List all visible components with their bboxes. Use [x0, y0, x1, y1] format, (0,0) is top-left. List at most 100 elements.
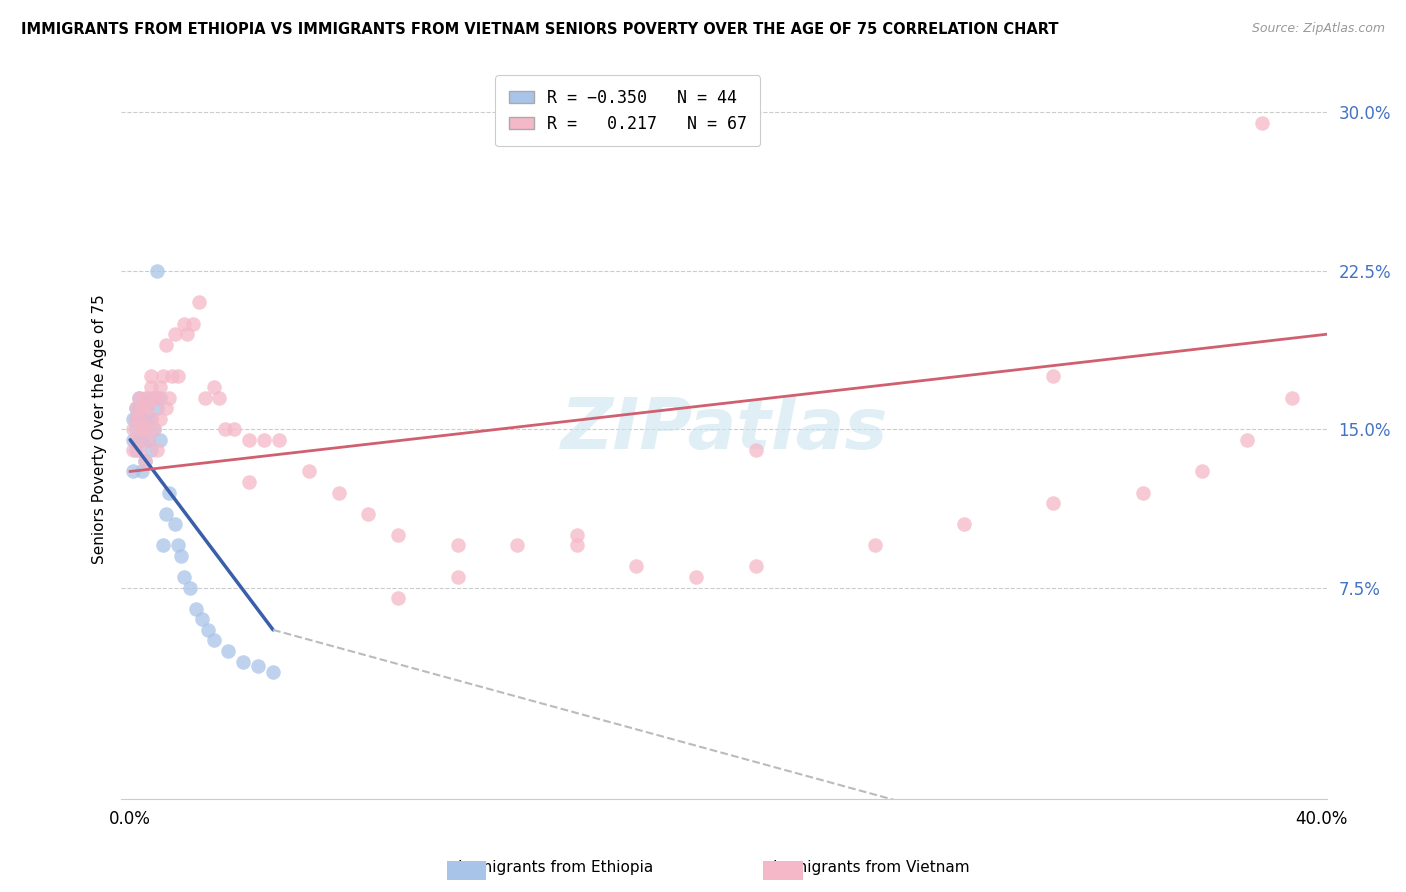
Point — [184, 601, 207, 615]
Point — [143, 391, 166, 405]
Text: Immigrants from Vietnam: Immigrants from Vietnam — [773, 861, 970, 875]
Point — [139, 380, 162, 394]
Point — [1132, 485, 1154, 500]
Point — [447, 538, 470, 552]
Point — [155, 401, 177, 416]
Point — [166, 369, 188, 384]
Point — [128, 433, 150, 447]
Point — [232, 655, 254, 669]
Point — [166, 538, 188, 552]
Point — [146, 264, 169, 278]
Point — [163, 517, 186, 532]
Point — [157, 485, 180, 500]
Point — [125, 433, 148, 447]
Point — [143, 391, 166, 405]
Point — [131, 422, 153, 436]
Point — [125, 411, 148, 425]
Point — [1042, 496, 1064, 510]
Point — [134, 454, 156, 468]
Point — [202, 633, 225, 648]
Point — [139, 411, 162, 425]
Point — [217, 644, 239, 658]
Point — [131, 433, 153, 447]
Point — [267, 433, 290, 447]
Point — [387, 528, 409, 542]
Point — [122, 422, 145, 436]
Point — [247, 658, 270, 673]
Point — [152, 369, 174, 384]
Point — [125, 443, 148, 458]
Point — [328, 485, 350, 500]
Point — [149, 433, 172, 447]
Point — [163, 327, 186, 342]
Point — [208, 391, 231, 405]
Point — [128, 411, 150, 425]
Point — [187, 295, 209, 310]
Point — [565, 538, 588, 552]
Point — [197, 623, 219, 637]
Point — [139, 369, 162, 384]
Point — [685, 570, 707, 584]
Point — [1191, 465, 1213, 479]
Point — [125, 422, 148, 436]
Point — [744, 559, 766, 574]
Point — [253, 433, 276, 447]
Point — [149, 411, 172, 425]
Point — [173, 317, 195, 331]
Point — [1042, 369, 1064, 384]
Point — [357, 507, 380, 521]
Point — [447, 570, 470, 584]
Point — [214, 422, 236, 436]
Point — [146, 391, 169, 405]
Point — [128, 443, 150, 458]
Point — [122, 465, 145, 479]
Point — [134, 422, 156, 436]
Point — [744, 443, 766, 458]
Point — [238, 433, 260, 447]
Point — [170, 549, 193, 563]
Point — [125, 401, 148, 416]
Point — [1250, 116, 1272, 130]
Point — [136, 433, 159, 447]
Point — [134, 391, 156, 405]
Point — [128, 391, 150, 405]
Point — [128, 401, 150, 416]
Point — [224, 422, 246, 436]
Point — [122, 411, 145, 425]
Point — [146, 401, 169, 416]
Text: Immigrants from Ethiopia: Immigrants from Ethiopia — [458, 861, 652, 875]
Point — [173, 570, 195, 584]
Y-axis label: Seniors Poverty Over the Age of 75: Seniors Poverty Over the Age of 75 — [93, 294, 107, 564]
Point — [298, 465, 321, 479]
Point — [131, 465, 153, 479]
Point — [125, 401, 148, 416]
Point — [152, 538, 174, 552]
Point — [122, 443, 145, 458]
Point — [122, 433, 145, 447]
Point — [136, 411, 159, 425]
Point — [136, 401, 159, 416]
Point — [238, 475, 260, 489]
Point — [626, 559, 648, 574]
Point — [134, 454, 156, 468]
Point — [136, 433, 159, 447]
Point — [160, 369, 183, 384]
Point — [131, 401, 153, 416]
Point — [190, 612, 212, 626]
Point — [128, 411, 150, 425]
Point — [134, 422, 156, 436]
Point — [176, 327, 198, 342]
Point — [139, 411, 162, 425]
Point — [1281, 391, 1303, 405]
Point — [155, 337, 177, 351]
Point — [863, 538, 886, 552]
Point — [149, 391, 172, 405]
Point — [202, 380, 225, 394]
Point — [155, 507, 177, 521]
Point — [157, 391, 180, 405]
Point — [179, 581, 201, 595]
Legend: R = −0.350   N = 44, R =   0.217   N = 67: R = −0.350 N = 44, R = 0.217 N = 67 — [495, 75, 761, 146]
Point — [146, 443, 169, 458]
Point — [262, 665, 284, 679]
Point — [128, 391, 150, 405]
